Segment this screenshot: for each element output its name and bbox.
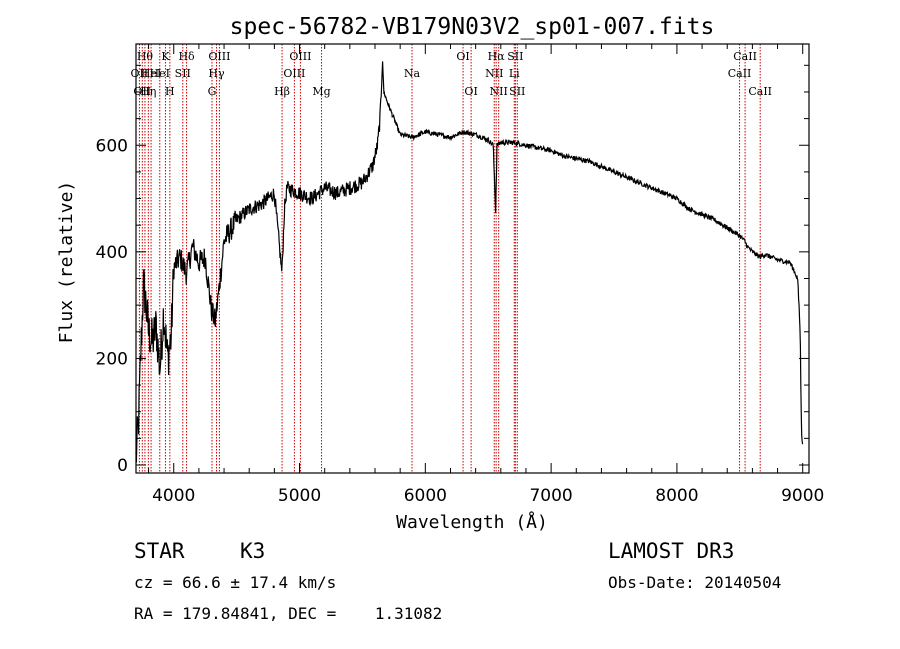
marker-label: SII	[175, 67, 191, 80]
marker-label: CaII	[728, 67, 752, 80]
subclass: K3	[240, 539, 266, 563]
y-tick-label: 400	[96, 243, 128, 263]
y-axis-ticks: 0 200 400 600	[96, 64, 809, 476]
marker-label: Hδ	[178, 50, 195, 63]
marker-label: OIII	[283, 67, 305, 80]
marker-label: HeI	[150, 67, 170, 80]
marker-label: OIII	[289, 50, 311, 63]
x-tick-label: 5000	[278, 486, 321, 506]
x-axis-label: Wavelength (Å)	[396, 511, 548, 533]
marker-label: NII	[485, 67, 503, 80]
coordinates: RA = 179.84841, DEC = 1.31082	[134, 604, 443, 623]
marker-label: NII	[490, 85, 508, 98]
marker-label: OI	[464, 85, 477, 98]
marker-label: OIII	[208, 50, 230, 63]
marker-label: H	[165, 85, 175, 98]
marker-label: CaII	[748, 85, 772, 98]
x-tick-label: 8000	[655, 486, 698, 506]
x-tick-label: 6000	[404, 486, 447, 506]
marker-label: Hη	[140, 85, 156, 98]
y-tick-label: 200	[96, 349, 128, 369]
marker-label: Li	[509, 67, 520, 80]
marker-label: Na	[404, 67, 421, 80]
marker-label: OI	[456, 50, 469, 63]
y-tick-label: 0	[117, 456, 128, 476]
marker-label: Hα	[488, 50, 506, 63]
marker-label: CaII	[733, 50, 757, 63]
y-axis-label: Flux (relative)	[56, 181, 77, 344]
line-marker-labels: OIIOIIHθHηHeIHeIKHSIIHδGHγOIIIHβOIIIOIII…	[131, 50, 772, 98]
x-axis-ticks: 4000 5000 6000 7000 8000 9000	[148, 44, 824, 506]
object-class: STAR	[134, 539, 185, 563]
marker-label: OII	[131, 67, 149, 80]
spectrum-line	[135, 61, 804, 463]
line-markers	[138, 44, 761, 473]
redshift-text: cz = 66.6 ± 17.4 km/s	[134, 573, 337, 592]
x-tick-label: 9000	[781, 486, 824, 506]
y-tick-label: 600	[96, 136, 128, 156]
survey-name: LAMOST DR3	[608, 539, 735, 563]
x-tick-label: 7000	[529, 486, 572, 506]
marker-label: Hγ	[208, 67, 225, 80]
marker-label: G	[208, 85, 217, 98]
obs-date: Obs-Date: 20140504	[608, 573, 782, 592]
x-tick-label: 4000	[152, 486, 195, 506]
marker-label: Hθ	[137, 50, 154, 63]
marker-label: Mg	[312, 85, 330, 98]
marker-label: K	[161, 50, 170, 63]
chart-title: spec-56782-VB179N03V2_sp01-007.fits	[230, 14, 715, 40]
marker-label: SII	[509, 85, 525, 98]
marker-label: Hβ	[274, 85, 290, 98]
marker-label: SII	[507, 50, 523, 63]
marker-label: HeI	[141, 67, 161, 80]
marker-label: OII	[133, 85, 151, 98]
plot-frame	[135, 43, 810, 474]
